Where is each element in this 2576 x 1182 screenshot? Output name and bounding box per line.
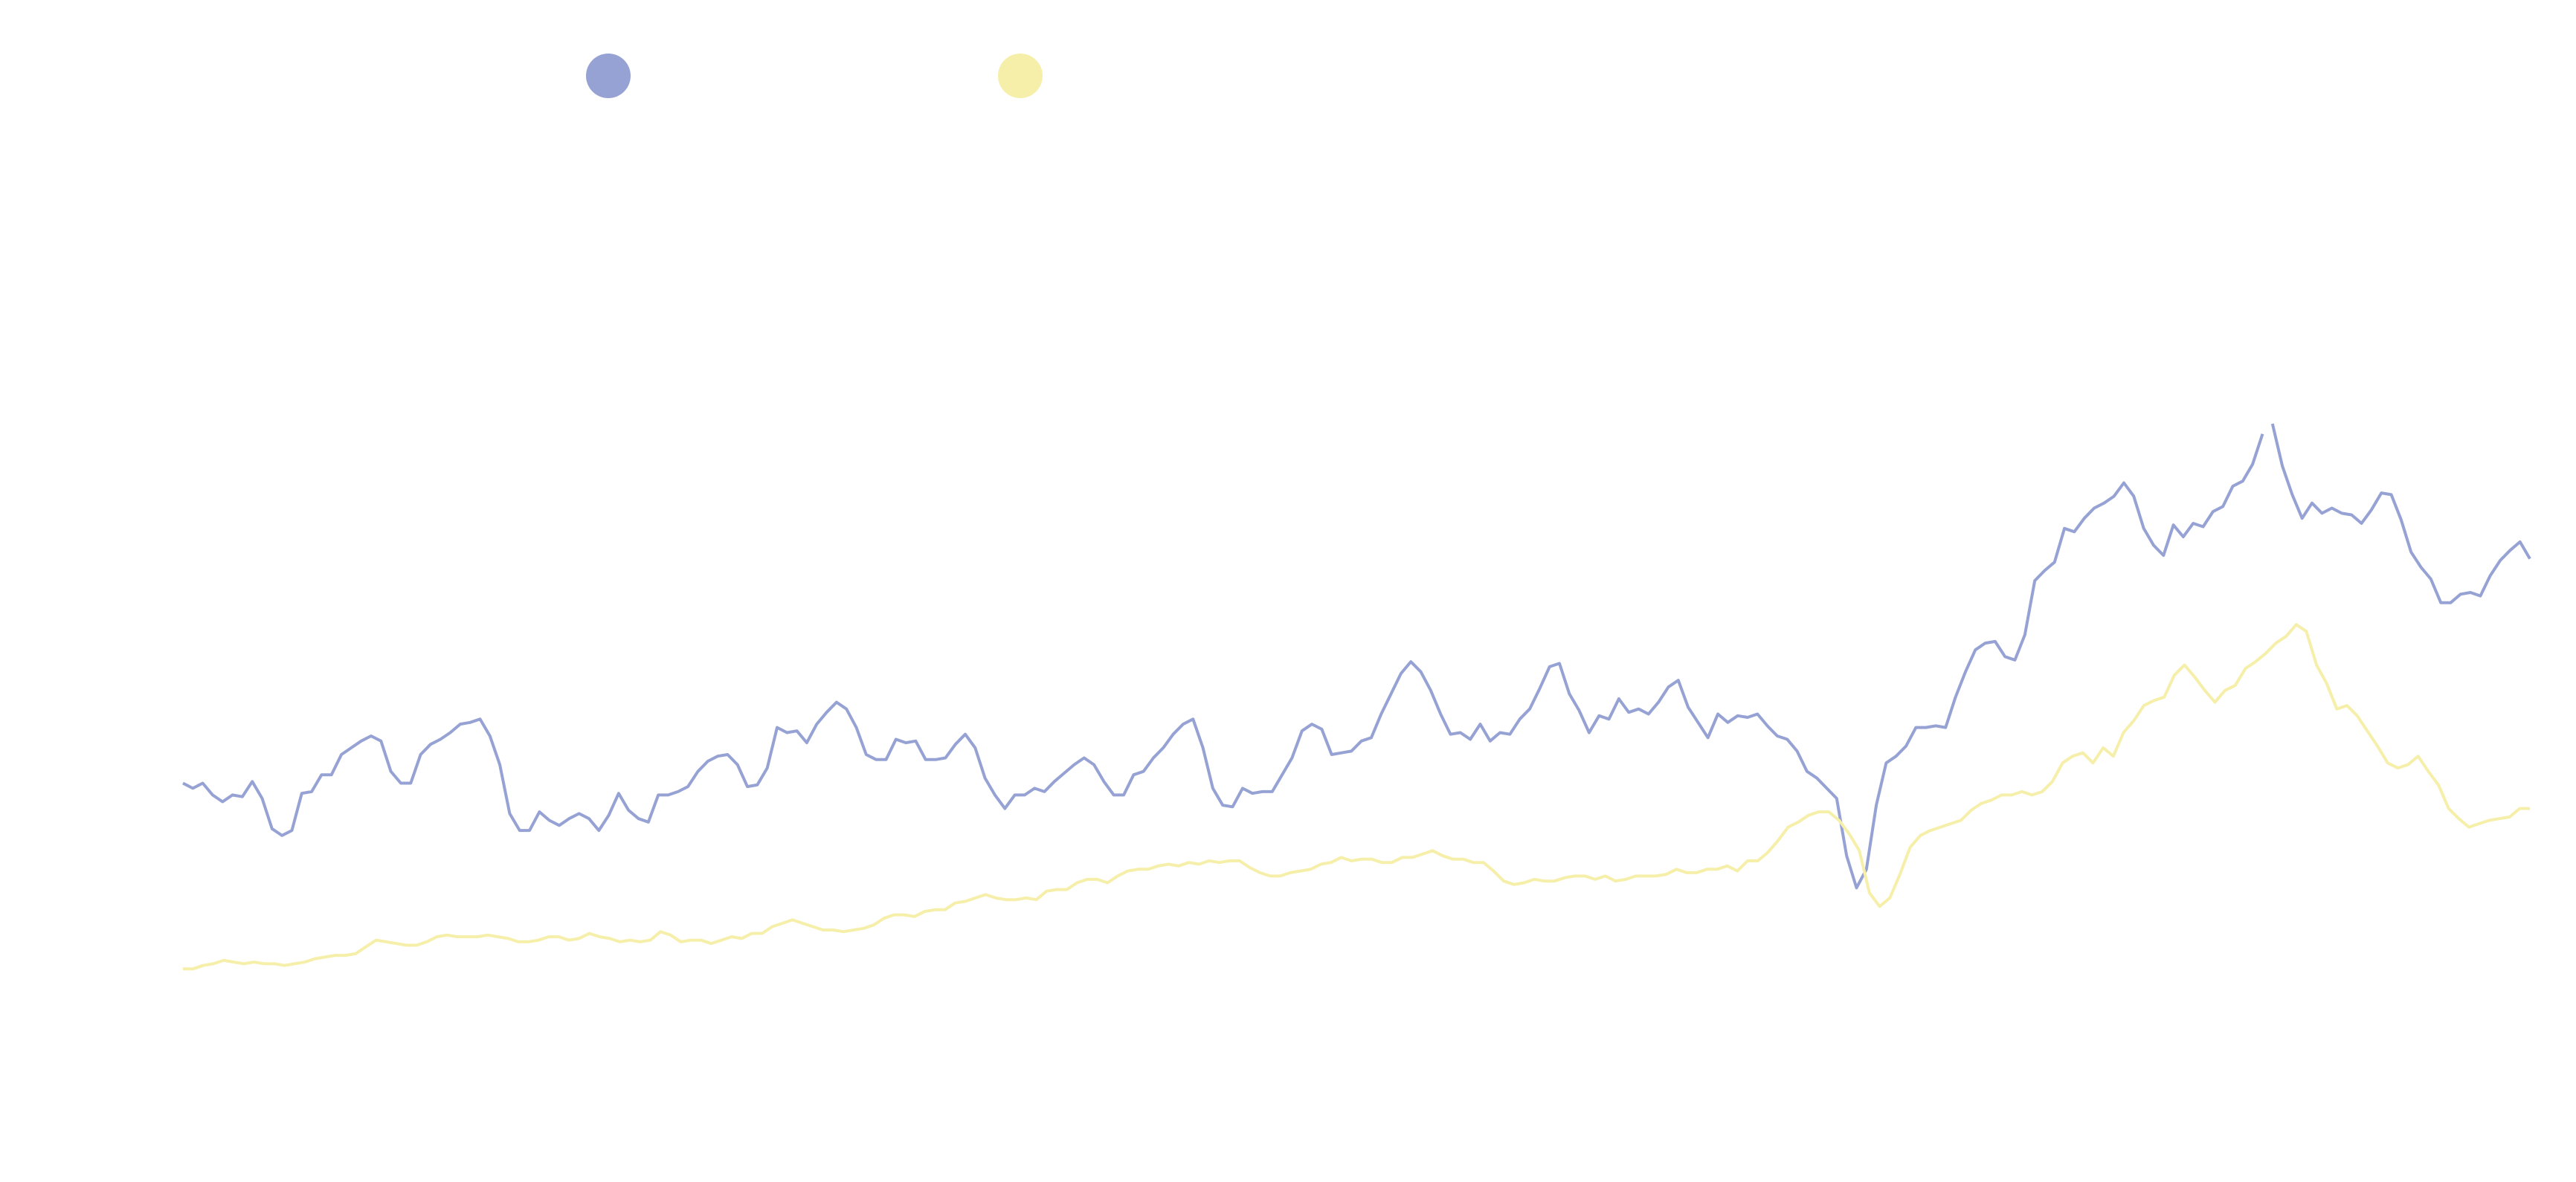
series-2-line [183, 623, 2530, 971]
legend [586, 54, 1043, 98]
series-2 [183, 623, 2530, 971]
legend-marker-series-2 [998, 54, 1043, 98]
series-1-line-segment-2 [2270, 423, 2531, 604]
legend-marker-series-1 [586, 54, 631, 98]
series-1 [182, 423, 2531, 890]
series-1-line-segment-1 [182, 433, 2264, 890]
plot-area [182, 423, 2531, 971]
